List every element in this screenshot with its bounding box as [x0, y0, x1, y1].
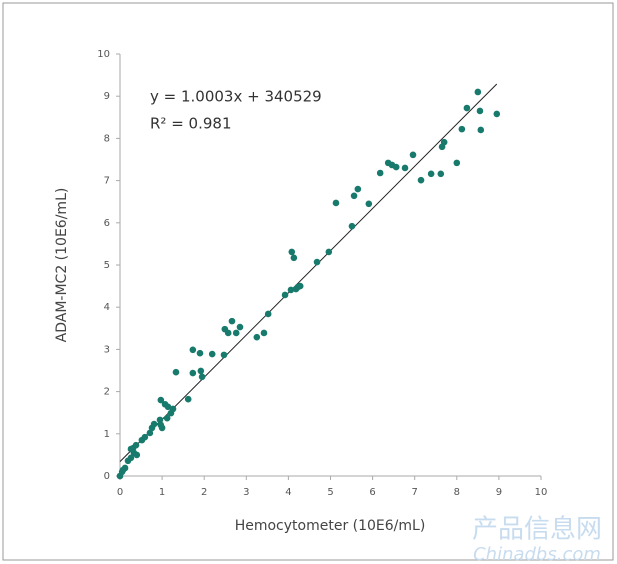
- point: [157, 396, 165, 404]
- point: [163, 414, 171, 422]
- point: [236, 323, 244, 331]
- point: [253, 333, 261, 341]
- point: [290, 254, 298, 262]
- x-tick-label: 2: [201, 487, 207, 498]
- point: [224, 329, 232, 337]
- point: [477, 126, 485, 134]
- point: [332, 199, 340, 207]
- y-tick-label: 9: [104, 91, 110, 102]
- point: [156, 416, 164, 424]
- point: [208, 350, 216, 358]
- point: [376, 169, 384, 177]
- point: [458, 125, 466, 133]
- point: [365, 200, 373, 208]
- y-tick-label: 4: [104, 302, 110, 313]
- point: [260, 329, 268, 337]
- y-tick-label: 6: [104, 218, 110, 229]
- x-tick-label: 6: [369, 487, 375, 498]
- point: [228, 317, 236, 325]
- point: [141, 433, 149, 441]
- y-tick-label: 10: [97, 49, 110, 60]
- y-tick-label: 3: [104, 344, 110, 355]
- y-tick-label: 0: [104, 471, 110, 482]
- point: [169, 405, 177, 413]
- point: [348, 222, 356, 230]
- point: [196, 349, 204, 357]
- point: [427, 170, 435, 178]
- point: [119, 466, 127, 474]
- point: [392, 163, 400, 171]
- point: [158, 424, 166, 432]
- point: [493, 110, 501, 118]
- point: [127, 454, 135, 462]
- point: [288, 248, 296, 256]
- point: [172, 368, 180, 376]
- point: [453, 159, 461, 167]
- watermark: 产品信息网: [472, 515, 602, 545]
- point: [417, 176, 425, 184]
- x-tick-label: 3: [243, 487, 249, 498]
- y-axis-label: ADAM-MC2 (10E6/mL): [54, 188, 70, 343]
- point: [232, 329, 240, 337]
- point: [150, 420, 158, 428]
- equation: y = 1.0003x + 340529: [150, 88, 322, 106]
- point: [220, 351, 228, 359]
- point: [184, 395, 192, 403]
- watermark: Chinadbs.com: [473, 544, 601, 564]
- point: [354, 185, 362, 193]
- point: [146, 429, 154, 437]
- point: [189, 346, 197, 354]
- point: [164, 403, 172, 411]
- y-tick-label: 8: [104, 133, 110, 144]
- point: [325, 248, 333, 256]
- y-tick-label: 5: [104, 260, 110, 271]
- y-tick-label: 2: [104, 387, 110, 398]
- x-tick-label: 4: [285, 487, 291, 498]
- point: [437, 170, 445, 178]
- point: [127, 445, 135, 453]
- point: [132, 441, 140, 449]
- point: [463, 104, 471, 112]
- point: [264, 310, 272, 318]
- point: [350, 192, 358, 200]
- x-axis-label: Hemocytometer (10E6/mL): [235, 518, 426, 534]
- point: [198, 373, 206, 381]
- point: [133, 451, 141, 459]
- y-tick-label: 1: [104, 429, 110, 440]
- point: [474, 88, 482, 96]
- x-tick-label: 0: [117, 487, 123, 498]
- x-tick-label: 7: [412, 487, 418, 498]
- x-tick-label: 5: [327, 487, 333, 498]
- point: [296, 282, 304, 290]
- y-tick-label: 7: [104, 176, 110, 187]
- point: [281, 291, 289, 299]
- point: [440, 138, 448, 146]
- trend-line: [119, 83, 498, 463]
- point: [197, 367, 205, 375]
- x-tick-label: 9: [496, 487, 502, 498]
- point: [409, 151, 417, 159]
- point: [287, 286, 295, 294]
- x-tick-label: 10: [535, 487, 548, 498]
- x-tick-label: 1: [159, 487, 165, 498]
- point: [401, 164, 409, 172]
- x-tick-label: 8: [454, 487, 460, 498]
- point: [476, 107, 484, 115]
- point: [189, 369, 197, 377]
- r-squared: R² = 0.981: [150, 115, 231, 133]
- point: [313, 258, 321, 266]
